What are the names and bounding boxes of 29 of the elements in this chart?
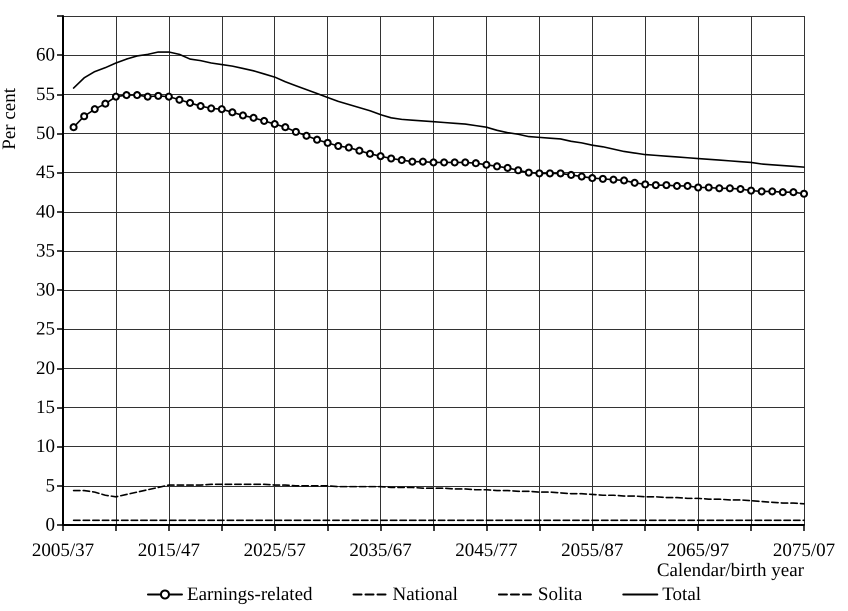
- y-tick-label: 35: [36, 240, 55, 262]
- x-tick-label: 2015/47: [138, 540, 200, 561]
- y-tick-label: 40: [36, 201, 55, 222]
- x-tick-label: 2075/07: [772, 540, 836, 561]
- y-tick-label: 15: [36, 397, 55, 418]
- x-tick-label: 2065/97: [667, 540, 730, 561]
- y-tick-label: 45: [36, 162, 55, 184]
- legend-label: Total: [662, 584, 702, 605]
- y-tick-label: 5: [46, 475, 55, 496]
- y-tick-label: 25: [36, 318, 55, 340]
- x-axis-title: Calendar/birth year: [656, 560, 805, 581]
- y-axis-title: Per cent: [0, 87, 20, 150]
- y-tick-label: 0: [46, 514, 55, 536]
- legend-label: Earnings-related: [186, 584, 314, 605]
- x-tick-label: 2025/57: [244, 540, 306, 561]
- y-tick-label: 50: [36, 122, 55, 144]
- x-tick-label: 2055/87: [561, 540, 624, 561]
- legend-label: National: [392, 584, 458, 605]
- x-tick-label: 2005/37: [32, 540, 94, 561]
- line-series: [72, 51, 805, 168]
- x-tick-label: 2035/67: [349, 540, 412, 561]
- y-tick-label: 10: [36, 436, 55, 458]
- y-tick-label: 20: [36, 358, 55, 379]
- x-tick-label: 2045/77: [455, 540, 518, 561]
- y-tick-label: 55: [36, 84, 55, 105]
- y-tick-label: 30: [36, 280, 55, 301]
- y-tick-label: 60: [36, 44, 55, 66]
- line-series: [72, 483, 805, 505]
- legend-label: Solita: [538, 584, 583, 605]
